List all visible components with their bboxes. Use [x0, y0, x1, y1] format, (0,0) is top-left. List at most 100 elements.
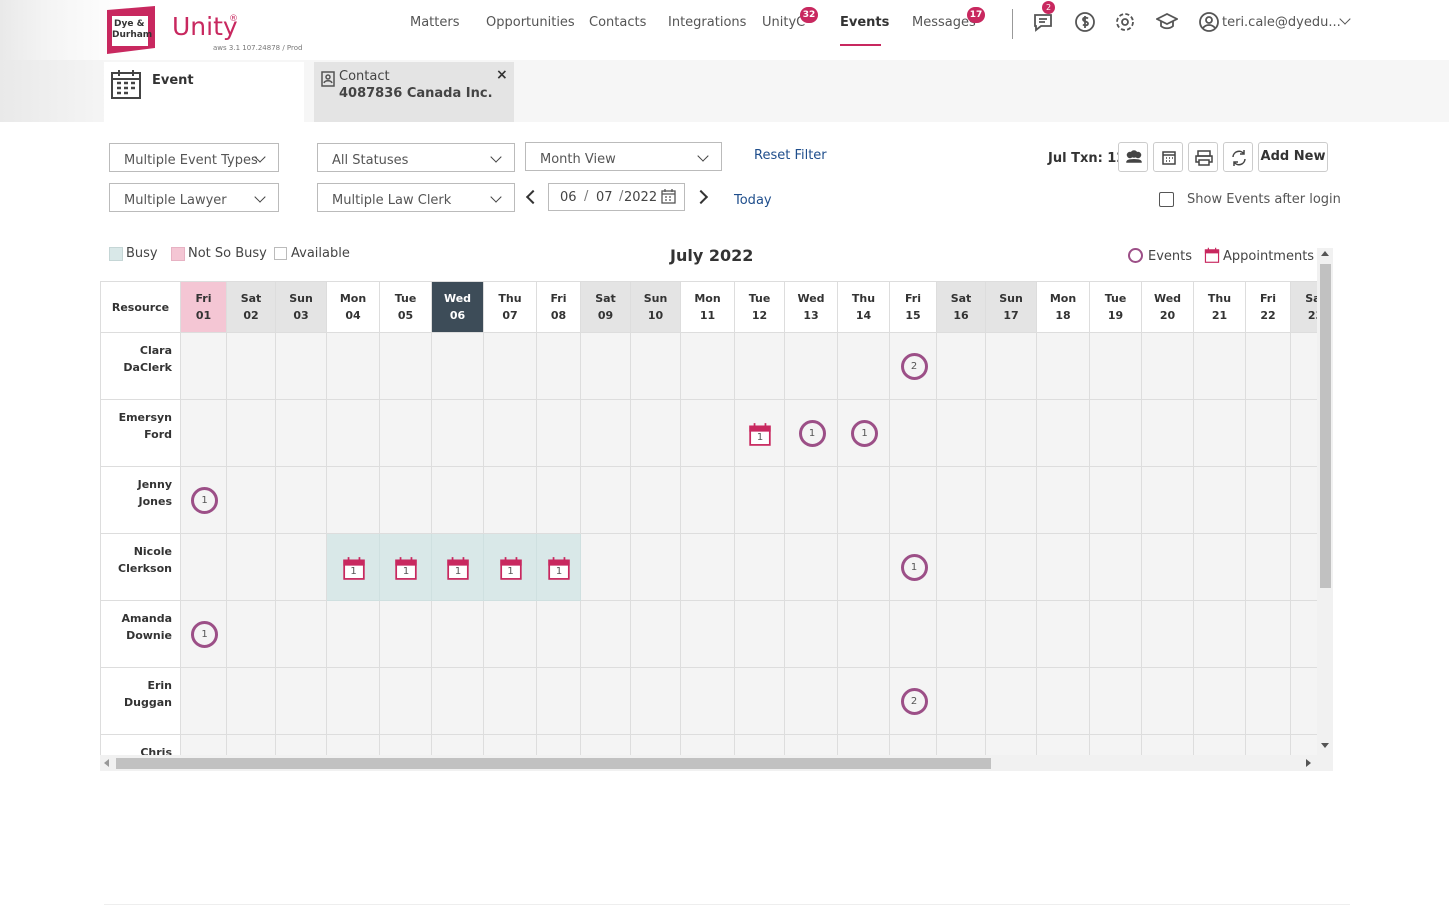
- day-cell[interactable]: [785, 735, 838, 755]
- date-input[interactable]: 06/07/2022: [548, 183, 685, 211]
- event-count[interactable]: 1: [191, 487, 218, 514]
- appointment-icon[interactable]: 1: [499, 556, 523, 580]
- nav-link[interactable]: Opportunities: [486, 15, 575, 30]
- scroll-thumb[interactable]: [1320, 264, 1331, 588]
- day-cell[interactable]: [181, 668, 227, 735]
- day-cell[interactable]: [735, 534, 785, 601]
- day-cell[interactable]: [986, 668, 1037, 735]
- day-cell[interactable]: [1246, 735, 1291, 755]
- day-cell[interactable]: [432, 400, 484, 467]
- day-cell[interactable]: [276, 467, 327, 534]
- day-cell[interactable]: [1090, 601, 1142, 668]
- next-date[interactable]: [693, 189, 709, 205]
- learning-icon[interactable]: [1154, 11, 1180, 33]
- dropdown[interactable]: All Statuses: [317, 143, 515, 172]
- day-cell[interactable]: [890, 601, 937, 668]
- day-cell[interactable]: [432, 668, 484, 735]
- day-cell[interactable]: [838, 534, 890, 601]
- day-cell[interactable]: [1194, 467, 1246, 534]
- day-cell[interactable]: [227, 333, 276, 400]
- day-cell[interactable]: [1194, 534, 1246, 601]
- day-cell[interactable]: [937, 333, 986, 400]
- day-cell[interactable]: [1246, 668, 1291, 735]
- event-count[interactable]: 1: [900, 554, 928, 581]
- day-cell[interactable]: [1037, 467, 1090, 534]
- day-cell[interactable]: [1291, 333, 1317, 400]
- appointment-icon[interactable]: 1: [342, 556, 366, 580]
- event-count[interactable]: 1: [191, 621, 218, 648]
- day-cell[interactable]: [1090, 400, 1142, 467]
- day-cell[interactable]: [890, 400, 937, 467]
- day-cell[interactable]: 1: [537, 534, 581, 601]
- day-cell[interactable]: [1142, 601, 1194, 668]
- day-cell[interactable]: [380, 601, 432, 668]
- day-cell[interactable]: [1037, 601, 1090, 668]
- day-cell[interactable]: [1090, 668, 1142, 735]
- day-cell[interactable]: [937, 668, 986, 735]
- day-cell[interactable]: [432, 735, 484, 755]
- day-cell[interactable]: 1: [785, 400, 838, 467]
- day-cell[interactable]: [181, 735, 227, 755]
- day-cell[interactable]: [537, 735, 581, 755]
- day-cell[interactable]: [276, 735, 327, 755]
- day-cell[interactable]: [327, 467, 380, 534]
- day-cell[interactable]: [937, 735, 986, 755]
- day-cell[interactable]: [681, 400, 735, 467]
- day-cell[interactable]: [276, 668, 327, 735]
- toolbar-button[interactable]: [1118, 142, 1148, 172]
- day-cell[interactable]: [1037, 400, 1090, 467]
- reset-filter[interactable]: Reset Filter: [754, 148, 827, 163]
- appointment-icon[interactable]: 1: [394, 556, 418, 580]
- day-cell[interactable]: [276, 333, 327, 400]
- day-cell[interactable]: [986, 333, 1037, 400]
- day-cell[interactable]: [227, 601, 276, 668]
- day-cell[interactable]: [380, 467, 432, 534]
- event-count[interactable]: 1: [851, 420, 878, 447]
- today-link[interactable]: Today: [734, 193, 772, 208]
- toolbar-button[interactable]: [1188, 142, 1218, 172]
- day-cell[interactable]: [785, 467, 838, 534]
- day-cell[interactable]: [1194, 601, 1246, 668]
- day-cell[interactable]: [432, 467, 484, 534]
- day-cell[interactable]: [380, 668, 432, 735]
- day-cell[interactable]: [537, 467, 581, 534]
- day-cell[interactable]: [681, 668, 735, 735]
- day-cell[interactable]: [631, 668, 681, 735]
- day-cell[interactable]: [1291, 735, 1317, 755]
- day-cell[interactable]: [631, 333, 681, 400]
- day-cell[interactable]: [838, 735, 890, 755]
- day-cell[interactable]: [838, 333, 890, 400]
- day-cell[interactable]: [537, 601, 581, 668]
- day-cell[interactable]: [735, 668, 785, 735]
- tab[interactable]: Contact 4087836 Canada Inc. ×: [314, 62, 514, 122]
- toolbar-button[interactable]: [1153, 142, 1183, 172]
- day-cell[interactable]: [986, 400, 1037, 467]
- day-cell[interactable]: [327, 333, 380, 400]
- day-cell[interactable]: [1194, 735, 1246, 755]
- day-cell[interactable]: [327, 668, 380, 735]
- event-count[interactable]: 2: [900, 688, 928, 715]
- day-cell[interactable]: [631, 601, 681, 668]
- day-cell[interactable]: 2: [890, 333, 937, 400]
- day-cell[interactable]: [1090, 534, 1142, 601]
- event-count[interactable]: 1: [798, 420, 826, 447]
- day-cell[interactable]: [1090, 735, 1142, 755]
- day-cell[interactable]: 1: [735, 400, 785, 467]
- appointment-icon[interactable]: 1: [446, 556, 470, 580]
- day-cell[interactable]: [1291, 400, 1317, 467]
- day-cell[interactable]: 1: [327, 534, 380, 601]
- day-cell[interactable]: [890, 735, 937, 755]
- day-cell[interactable]: [581, 668, 631, 735]
- day-cell[interactable]: [1142, 400, 1194, 467]
- day-cell[interactable]: [986, 735, 1037, 755]
- day-cell[interactable]: [986, 534, 1037, 601]
- day-cell[interactable]: [1246, 467, 1291, 534]
- day-cell[interactable]: 1: [432, 534, 484, 601]
- nav-link[interactable]: Integrations: [668, 15, 747, 30]
- day-cell[interactable]: [537, 333, 581, 400]
- day-cell[interactable]: [937, 601, 986, 668]
- appointment-icon[interactable]: 1: [748, 422, 772, 446]
- day-cell[interactable]: [937, 467, 986, 534]
- dropdown[interactable]: Multiple Law Clerk: [317, 183, 515, 212]
- day-cell[interactable]: [537, 668, 581, 735]
